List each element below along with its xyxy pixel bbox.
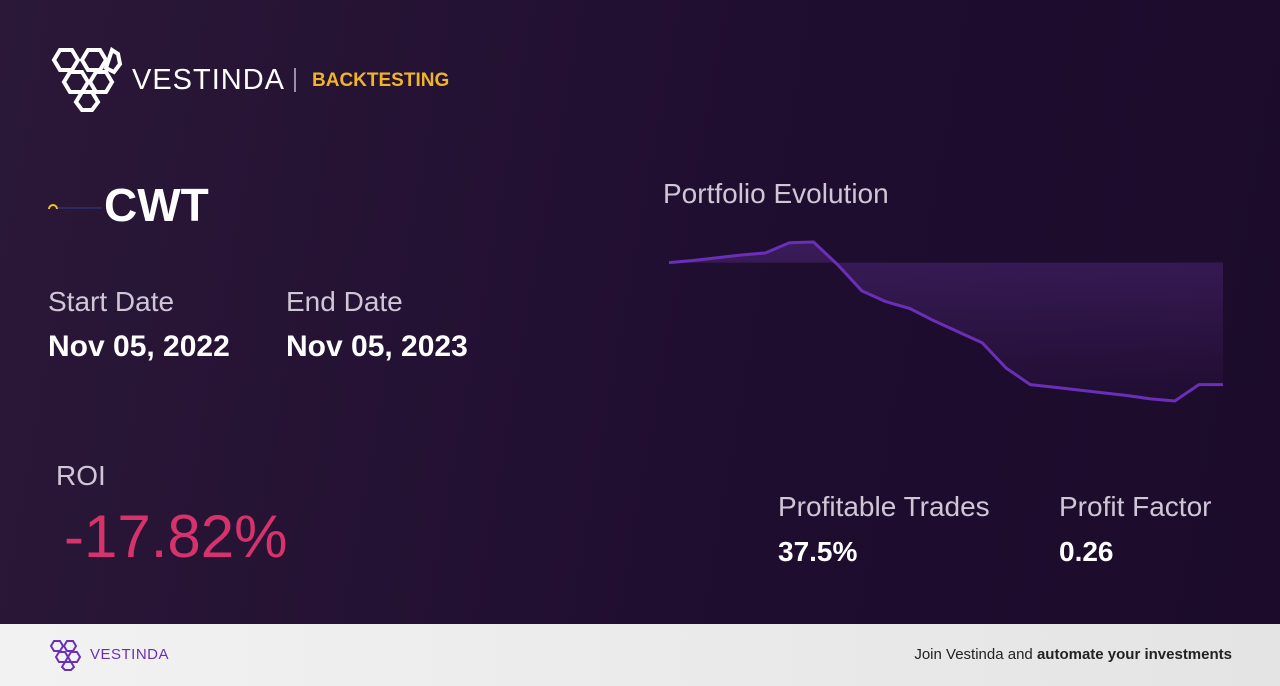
footer: VESTINDA Join Vestinda and automate your… bbox=[0, 624, 1280, 686]
brand: VESTINDA bbox=[132, 64, 286, 96]
cta-text: Join Vestinda and bbox=[914, 646, 1033, 663]
ticker-icon bbox=[48, 204, 102, 210]
divider bbox=[294, 68, 296, 92]
roi-label: ROI bbox=[56, 460, 106, 491]
roi-value: -17.82% bbox=[64, 503, 288, 570]
stat-value: 37.5% bbox=[778, 536, 858, 567]
end-date: Nov 05, 2023 bbox=[286, 330, 468, 363]
stat-label: Profitable Trades bbox=[778, 491, 990, 522]
footer-logo bbox=[49, 640, 82, 671]
stat-label: Profit Factor bbox=[1059, 491, 1212, 522]
end-label: End Date bbox=[286, 286, 403, 317]
start-date: Nov 05, 2022 bbox=[48, 330, 230, 363]
chart-area bbox=[669, 242, 1223, 401]
footer-brand: VESTINDA bbox=[90, 646, 170, 663]
cta-bold: automate your investments bbox=[1036, 646, 1232, 663]
chart bbox=[668, 240, 1223, 403]
footer-cta: Join Vestinda and automate your investme… bbox=[914, 646, 1232, 663]
section: BACKTESTING bbox=[312, 70, 450, 91]
chart-title: Portfolio Evolution bbox=[663, 178, 889, 209]
ticker: CWT bbox=[104, 179, 209, 231]
logo bbox=[51, 46, 123, 112]
start-label: Start Date bbox=[48, 286, 175, 317]
stat-value: 0.26 bbox=[1059, 536, 1114, 567]
portfolio-line bbox=[668, 240, 1223, 403]
